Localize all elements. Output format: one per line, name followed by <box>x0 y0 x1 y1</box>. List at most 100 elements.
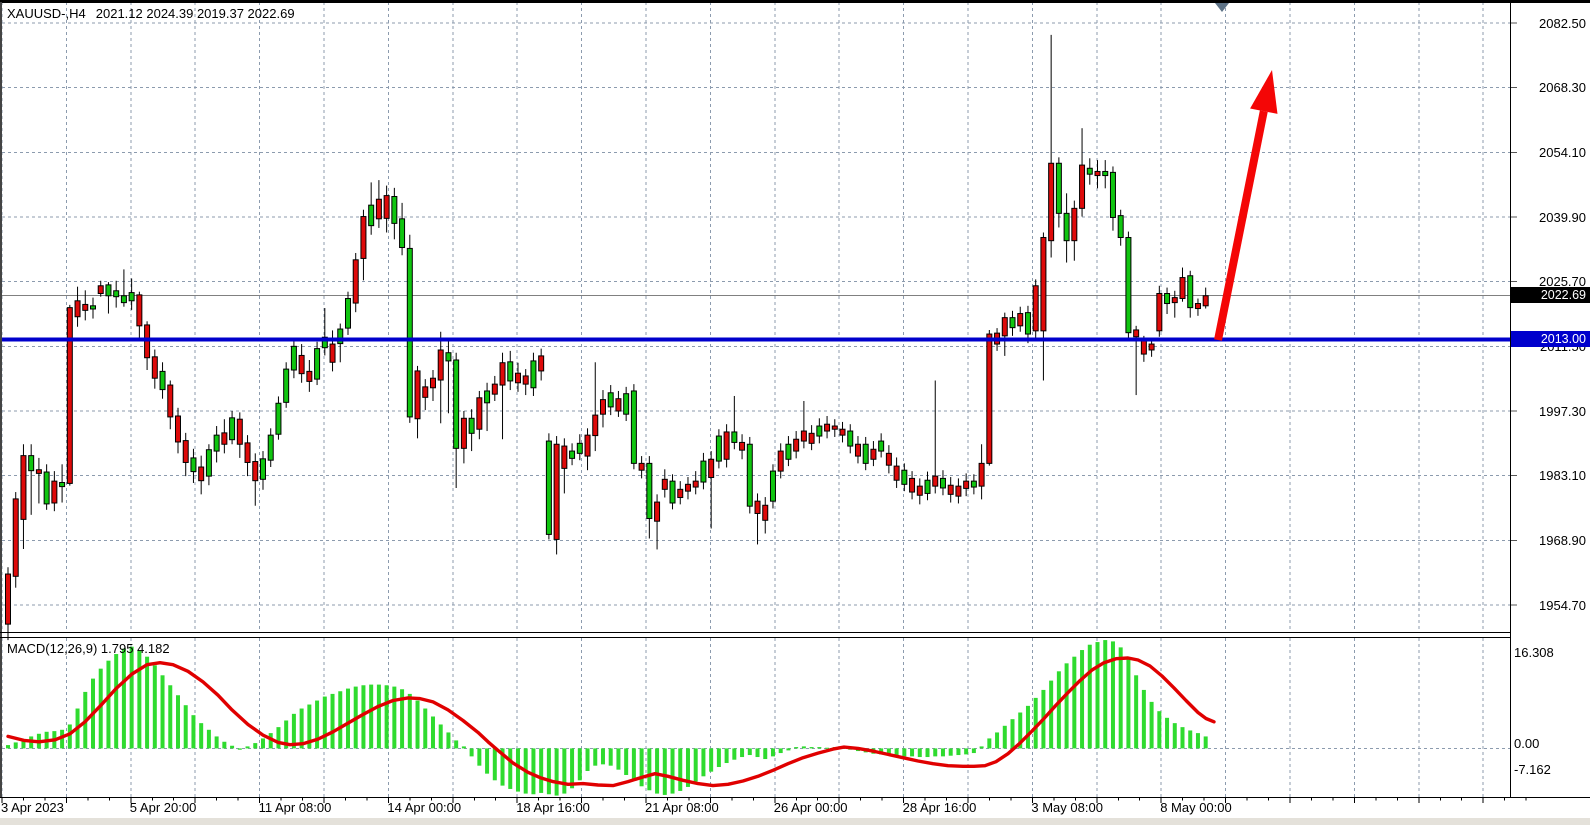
macd-histogram <box>6 640 1208 796</box>
candle-body <box>344 298 351 329</box>
candle-body <box>368 204 375 227</box>
macd-bar <box>670 748 675 794</box>
macd-bar <box>299 708 304 749</box>
macd-bar <box>995 732 1000 749</box>
macd-bar <box>21 739 26 749</box>
time-axis-label: 11 Apr 08:00 <box>258 800 332 815</box>
macd-bar <box>152 665 157 749</box>
candle-body <box>1024 312 1031 335</box>
candle-body <box>314 348 321 380</box>
candle-body <box>476 397 483 430</box>
candle-body <box>283 368 290 403</box>
macd-bar <box>338 691 343 749</box>
candle-body <box>885 452 892 466</box>
macd-bar <box>786 748 791 751</box>
macd-bar <box>1002 725 1007 749</box>
macd-bar <box>678 748 683 791</box>
candle-body <box>337 328 344 345</box>
macd-bar <box>631 748 636 781</box>
macd-bar <box>1103 640 1108 749</box>
macd-bar <box>175 695 180 749</box>
candle-body <box>89 305 96 310</box>
candle-body <box>1040 236 1047 332</box>
candle-body <box>159 370 166 391</box>
time-axis-label: 26 Apr 00:00 <box>773 800 848 815</box>
candle-body <box>375 198 382 220</box>
candle-body <box>1063 212 1070 242</box>
macd-bar <box>361 685 366 749</box>
macd-indicator-label: MACD(12,26,9) 1.795 4.182 <box>7 641 170 656</box>
macd-bar <box>531 748 536 795</box>
chart-shift-marker[interactable] <box>1215 3 1229 12</box>
candle-body <box>43 471 50 505</box>
candle-body <box>762 504 769 521</box>
candle-body <box>229 417 236 441</box>
macd-bar <box>114 654 119 749</box>
candle-body <box>932 475 939 487</box>
macd-bar <box>732 748 737 760</box>
price-axis-label: 2039.90 <box>1539 209 1586 225</box>
time-axis-label: 18 Apr 16:00 <box>516 800 590 815</box>
macd-bar <box>701 748 706 777</box>
price-axis-label: 2054.10 <box>1539 144 1586 160</box>
macd-bar <box>492 748 497 781</box>
candle-body <box>978 462 985 487</box>
macd-bar <box>1203 736 1208 749</box>
candle-body <box>120 295 127 304</box>
candle-body <box>491 383 498 395</box>
candle-body <box>1009 317 1016 329</box>
macd-bar <box>685 748 690 787</box>
trend-arrow-shaft[interactable] <box>1214 110 1268 341</box>
macd-bar <box>291 713 296 749</box>
current-price-badge: 2022.69 <box>1511 287 1590 303</box>
macd-bar <box>917 748 922 758</box>
trend-arrow-head[interactable] <box>1250 70 1278 114</box>
price-axis-label: 1997.30 <box>1539 403 1586 419</box>
macd-bar <box>1033 697 1038 749</box>
macd-bar <box>577 748 582 781</box>
macd-bar <box>330 693 335 749</box>
candle-body <box>847 430 854 447</box>
macd-bar <box>454 740 459 749</box>
macd-bar <box>315 700 320 749</box>
candle-body <box>800 430 807 442</box>
macd-bar <box>1118 647 1123 749</box>
ohlc-values: 2021.12 2024.39 2019.37 2022.69 <box>95 6 295 21</box>
candle-body <box>530 360 537 389</box>
macd-bar <box>137 650 142 749</box>
candle-body <box>924 479 931 494</box>
macd-bar <box>585 748 590 771</box>
candle-body <box>638 462 645 471</box>
candle-body <box>599 399 606 415</box>
candle-body <box>839 428 846 436</box>
macd-bar <box>616 748 621 770</box>
macd-bar <box>407 693 412 749</box>
macd-bar <box>469 748 474 757</box>
candle-body <box>267 434 274 461</box>
macd-bar <box>539 748 544 793</box>
macd-bar <box>809 747 814 749</box>
macd-bar <box>253 743 258 749</box>
macd-bar <box>639 748 644 787</box>
candle-body <box>1071 207 1078 242</box>
candle-body <box>739 441 746 451</box>
macd-bar <box>801 746 806 749</box>
macd-bar <box>1025 705 1030 749</box>
candle-body <box>522 375 529 385</box>
macd-bar <box>1141 689 1146 749</box>
macd-bar <box>1056 671 1061 749</box>
candle-body <box>329 343 336 363</box>
macd-bar <box>600 748 605 765</box>
candle-body <box>893 465 900 481</box>
macd-bar <box>910 748 915 757</box>
candle-body <box>986 333 993 464</box>
macd-bar <box>1080 650 1085 749</box>
macd-bar <box>693 748 698 782</box>
trend-arrow-object[interactable] <box>1214 70 1278 341</box>
macd-bar <box>647 748 652 791</box>
macd-bar <box>755 748 760 758</box>
time-axis-label: 8 May 00:00 <box>1160 800 1232 815</box>
candle-body <box>136 294 143 327</box>
candle-body <box>684 483 691 492</box>
